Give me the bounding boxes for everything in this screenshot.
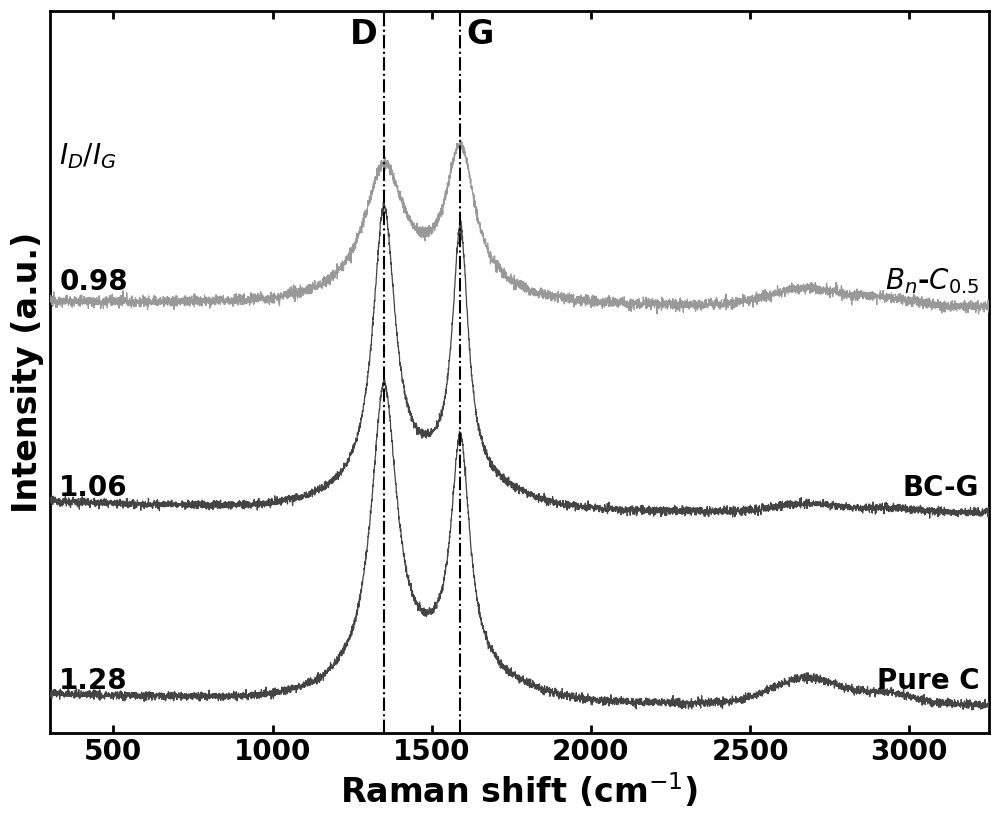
Text: 1.06: 1.06 — [59, 475, 128, 502]
Text: Pure C: Pure C — [877, 667, 979, 695]
Text: 1.28: 1.28 — [59, 667, 128, 695]
Text: D: D — [350, 18, 378, 51]
Text: 0.98: 0.98 — [59, 268, 128, 296]
Text: BC-G: BC-G — [903, 475, 979, 502]
Text: $B_n$-$C_{0.5}$: $B_n$-$C_{0.5}$ — [885, 267, 979, 296]
X-axis label: Raman shift (cm$^{-1}$): Raman shift (cm$^{-1}$) — [340, 771, 698, 810]
Text: G: G — [467, 18, 494, 51]
Y-axis label: Intensity (a.u.): Intensity (a.u.) — [11, 232, 44, 512]
Text: $I_D/I_G$: $I_D/I_G$ — [59, 142, 117, 172]
